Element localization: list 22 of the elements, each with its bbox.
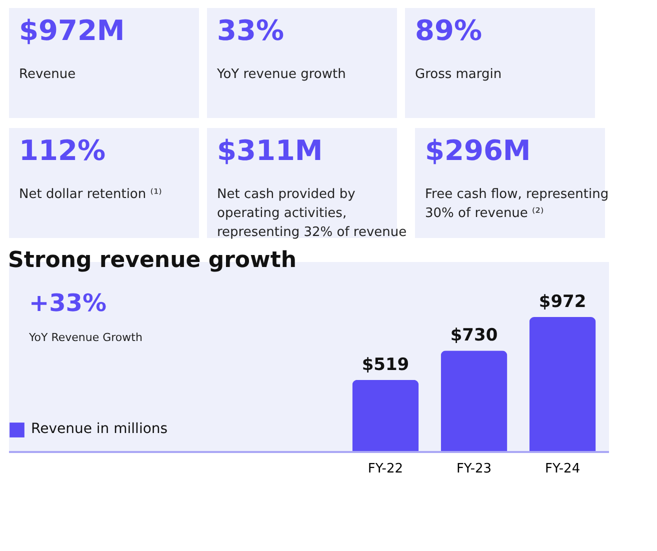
text: $972M (19, 14, 125, 47)
text: Net cash provided by operating activities, representing 32% of revenue (217, 187, 407, 240)
text: YoY Revenue Growth (28, 331, 142, 344)
text: YoY revenue growth (216, 67, 346, 82)
legend-label: Revenue in millions (31, 421, 168, 437)
x-tick-label: FY-22 (368, 462, 404, 476)
x-tick-label: FY-23 (456, 462, 492, 476)
text: 33% (217, 14, 284, 47)
x-tick-label: FY-24 (544, 462, 580, 476)
data-label: $972 (538, 292, 586, 312)
data-label: $519 (362, 354, 410, 375)
text: 89% (415, 14, 482, 47)
text: Strong revenue growth (8, 248, 297, 273)
text: Free cash flow, representing 30% of revenue ⁽²⁾ (425, 187, 609, 221)
text: $296M (425, 134, 531, 167)
text: Net dollar retention ⁽¹⁾ (19, 187, 162, 202)
text: 112% (19, 134, 106, 167)
text: +33% (29, 289, 107, 317)
data-label: $730 (450, 326, 498, 346)
text: Gross margin (415, 67, 502, 82)
text: $311M (217, 134, 323, 167)
text: Revenue (19, 67, 76, 82)
